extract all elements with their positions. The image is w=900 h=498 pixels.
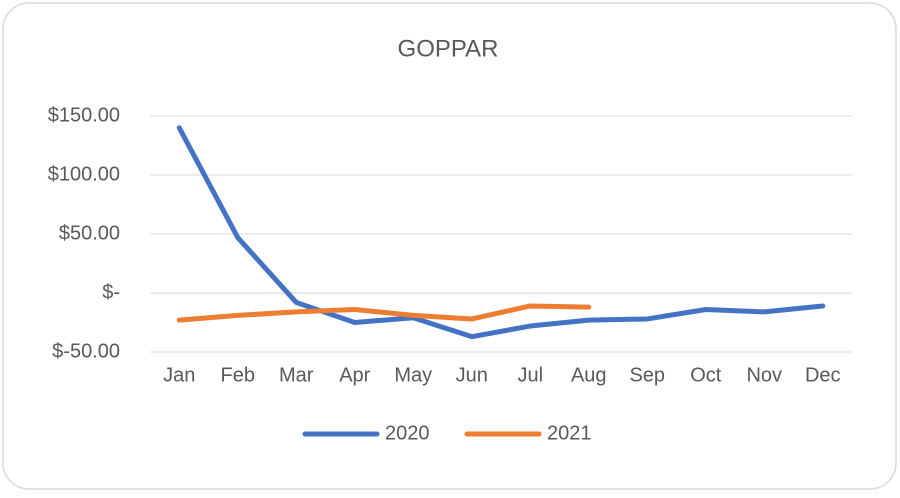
x-tick-label: Aug	[571, 364, 607, 386]
chart-frame	[2, 2, 897, 490]
x-tick-label: Oct	[690, 364, 722, 386]
x-tick-label: Sep	[629, 364, 665, 386]
x-tick-label: Nov	[746, 364, 782, 386]
x-tick-label: Feb	[221, 364, 255, 386]
y-tick-label: $50.00	[59, 222, 120, 244]
y-tick-label: $150.00	[48, 104, 120, 126]
y-tick-label: $-	[102, 281, 120, 303]
y-tick-label: $100.00	[48, 163, 120, 185]
legend-label: 2021	[547, 422, 592, 444]
x-tick-label: May	[394, 364, 432, 386]
legend-label: 2020	[385, 422, 430, 444]
series-line	[176, 303, 592, 323]
x-tick-label: Mar	[279, 364, 314, 386]
chart-title: GOPPAR	[398, 35, 499, 62]
x-tick-label: Dec	[805, 364, 841, 386]
series-line	[176, 125, 826, 340]
x-tick-label: Jan	[163, 364, 195, 386]
y-tick-label: $-50.00	[52, 340, 120, 362]
x-tick-label: Jul	[517, 364, 543, 386]
x-tick-label: Apr	[339, 364, 370, 386]
x-tick-label: Jun	[456, 364, 488, 386]
